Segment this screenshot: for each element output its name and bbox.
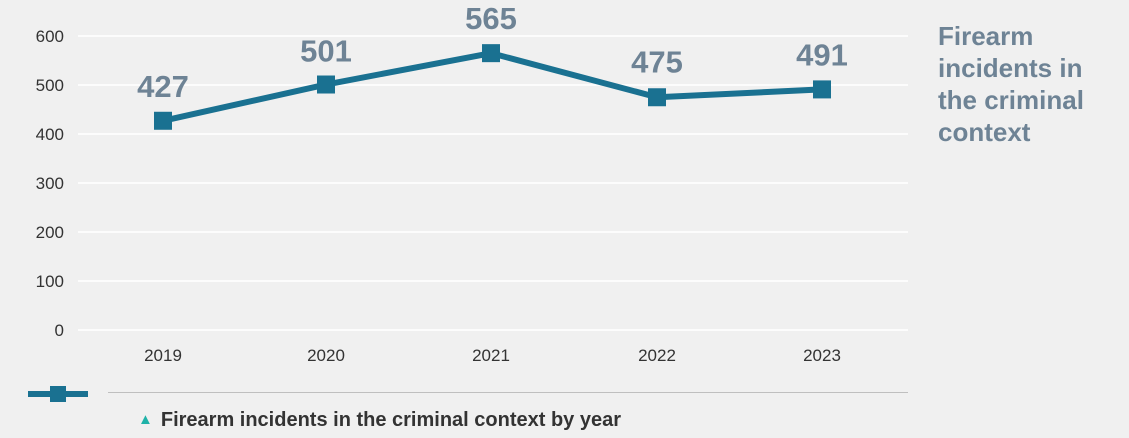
- caption-text: Firearm incidents in the criminal contex…: [160, 409, 622, 431]
- data-label: 475: [631, 44, 683, 79]
- x-tick-label: 2019: [144, 346, 182, 365]
- x-axis-ticks: 2019 2020 2021 2022 2023: [144, 346, 841, 365]
- y-tick-label: 200: [36, 223, 64, 242]
- chart-caption: ▲ Firearm incidents in the criminal conte…: [138, 409, 621, 432]
- data-point-marker: [648, 88, 666, 107]
- data-point-marker: [482, 44, 500, 63]
- legend-marker: [50, 386, 66, 402]
- x-tick-label: 2021: [472, 346, 510, 365]
- y-tick-label: 500: [36, 76, 64, 95]
- series-line: [160, 50, 825, 124]
- gridlines: [78, 35, 908, 331]
- data-point-marker: [813, 80, 831, 99]
- y-tick-label: 400: [36, 125, 64, 144]
- data-labels: 427 501 565 475 491: [137, 1, 848, 104]
- data-point-marker: [317, 75, 335, 94]
- x-tick-label: 2020: [307, 346, 345, 365]
- y-tick-label: 300: [36, 174, 64, 193]
- x-tick-label: 2023: [803, 346, 841, 365]
- legend-line-swatch: [28, 386, 88, 402]
- x-tick-label: 2022: [638, 346, 676, 365]
- y-tick-label: 0: [55, 321, 64, 340]
- data-label: 427: [137, 69, 189, 104]
- data-label: 565: [465, 1, 517, 36]
- data-label: 501: [300, 34, 352, 69]
- y-axis-ticks: 0 100 200 300 400 500 600: [36, 27, 64, 340]
- chart-title: Firearm incidents in the criminal contex…: [938, 21, 1084, 147]
- data-label: 491: [796, 37, 848, 72]
- y-tick-label: 600: [36, 27, 64, 46]
- y-tick-label: 100: [36, 272, 64, 291]
- series-markers: [154, 44, 831, 130]
- data-point-marker: [154, 111, 172, 130]
- legend-divider: [108, 392, 908, 393]
- series-line-path: [160, 50, 825, 124]
- triangle-up-icon: ▲: [138, 411, 153, 428]
